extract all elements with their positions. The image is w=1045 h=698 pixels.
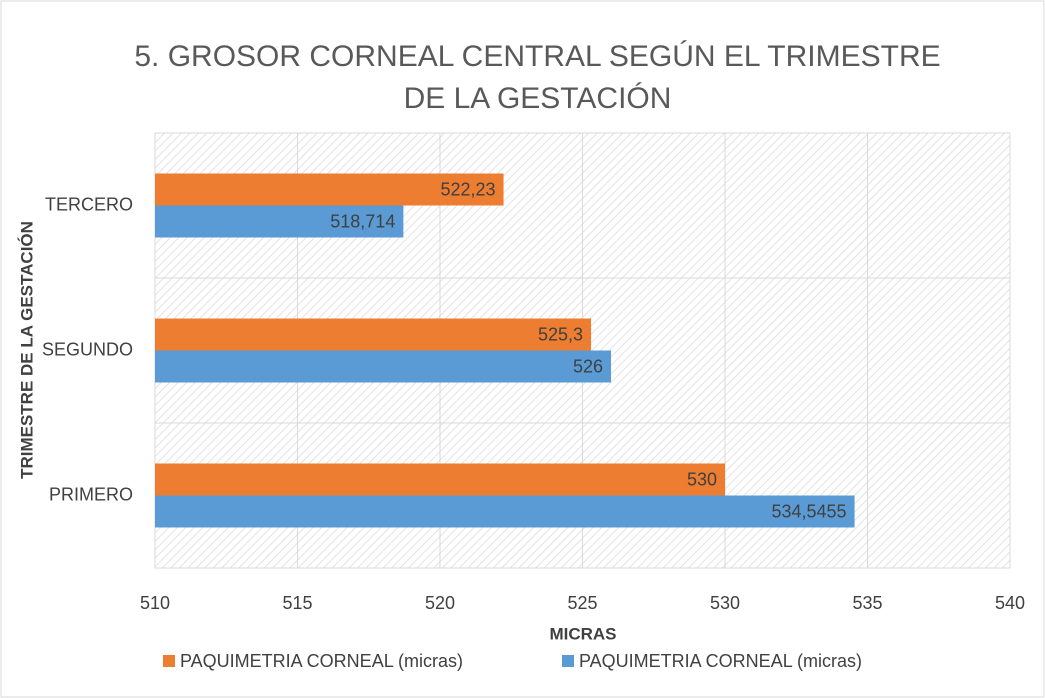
x-tick-label: 525 <box>567 593 597 613</box>
chart-title: 5. GROSOR CORNEAL CENTRAL SEGÚN EL TRIME… <box>134 40 941 115</box>
legend-swatch <box>562 655 574 667</box>
data-label: 534,5455 <box>771 501 846 521</box>
legend-swatch <box>163 655 175 667</box>
data-label: 522,23 <box>440 179 495 199</box>
x-tick-label: 520 <box>425 593 455 613</box>
bar <box>155 205 404 238</box>
bar <box>155 495 855 528</box>
y-tick-label: SEGUNDO <box>42 339 133 359</box>
x-axis-title: MICRAS <box>549 624 616 643</box>
legend-label: PAQUIMETRIA CORNEAL (micras) <box>180 651 463 671</box>
x-tick-label: 540 <box>995 593 1025 613</box>
bar <box>155 463 725 496</box>
data-label: 525,3 <box>538 324 583 344</box>
data-label: 530 <box>687 469 717 489</box>
data-label: 526 <box>573 356 603 376</box>
bar <box>155 173 504 206</box>
data-label: 518,714 <box>330 211 395 231</box>
x-tick-label: 535 <box>852 593 882 613</box>
y-axis-title: TRIMESTRE DE LA GESTACIÓN <box>17 221 36 479</box>
bar <box>155 350 611 383</box>
legend-label: PAQUIMETRIA CORNEAL (micras) <box>579 651 862 671</box>
x-tick-label: 510 <box>140 593 170 613</box>
x-tick-label: 530 <box>710 593 740 613</box>
x-tick-label: 515 <box>282 593 312 613</box>
y-tick-label: PRIMERO <box>49 484 133 504</box>
y-tick-label: TERCERO <box>45 194 133 214</box>
bar <box>155 318 592 351</box>
